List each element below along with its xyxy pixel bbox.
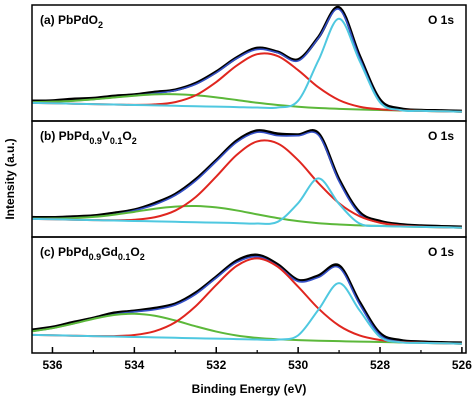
panel-annotation: O 1s	[428, 13, 454, 27]
spectrum-line	[32, 312, 462, 345]
panel-frame	[31, 236, 467, 354]
spectrum-line	[32, 177, 462, 229]
title-part: 0.9	[89, 136, 102, 146]
title-part: (a) PbPdO	[40, 13, 98, 27]
title-part: 0.9	[89, 252, 102, 262]
title-part: O	[122, 129, 131, 143]
title-part: 0.1	[110, 136, 123, 146]
spectrum-line	[32, 257, 462, 345]
title-part: O	[130, 245, 139, 259]
spectrum-line	[32, 129, 462, 229]
title-part: Gd	[101, 245, 118, 259]
panel-annotation: O 1s	[428, 129, 454, 143]
panel-title: (b) PbPd0.9V0.1O2	[40, 129, 137, 146]
title-part: 2	[140, 252, 145, 262]
x-axis-label: Binding Energy (eV)	[192, 382, 307, 396]
title-part: V	[102, 129, 110, 143]
spectrum-line	[32, 253, 462, 345]
title-part: (c) PbPd	[40, 245, 89, 259]
title-part: 2	[132, 136, 137, 146]
panel-title: (c) PbPd0.9Gd0.1O2	[40, 245, 145, 262]
x-tick-label: 532	[206, 358, 226, 372]
spectrum-line	[32, 17, 462, 113]
title-part: 2	[98, 20, 103, 30]
spectrum-line	[32, 282, 462, 345]
spectrum-line	[32, 6, 462, 113]
title-part: (b) PbPd	[40, 129, 89, 143]
panel-title: (a) PbPdO2	[40, 13, 103, 30]
y-axis-label: Intensity (a.u.)	[3, 138, 17, 219]
x-tick-label: 530	[288, 358, 308, 372]
panel-annotation: O 1s	[428, 245, 454, 259]
spectrum-line	[32, 52, 462, 113]
x-tick-label: 534	[124, 358, 144, 372]
x-tick-label: 526	[452, 358, 472, 372]
x-tick-label: 528	[370, 358, 390, 372]
spectrum-line	[32, 255, 462, 345]
x-tick-label: 536	[42, 358, 62, 372]
title-part: 0.1	[118, 252, 131, 262]
